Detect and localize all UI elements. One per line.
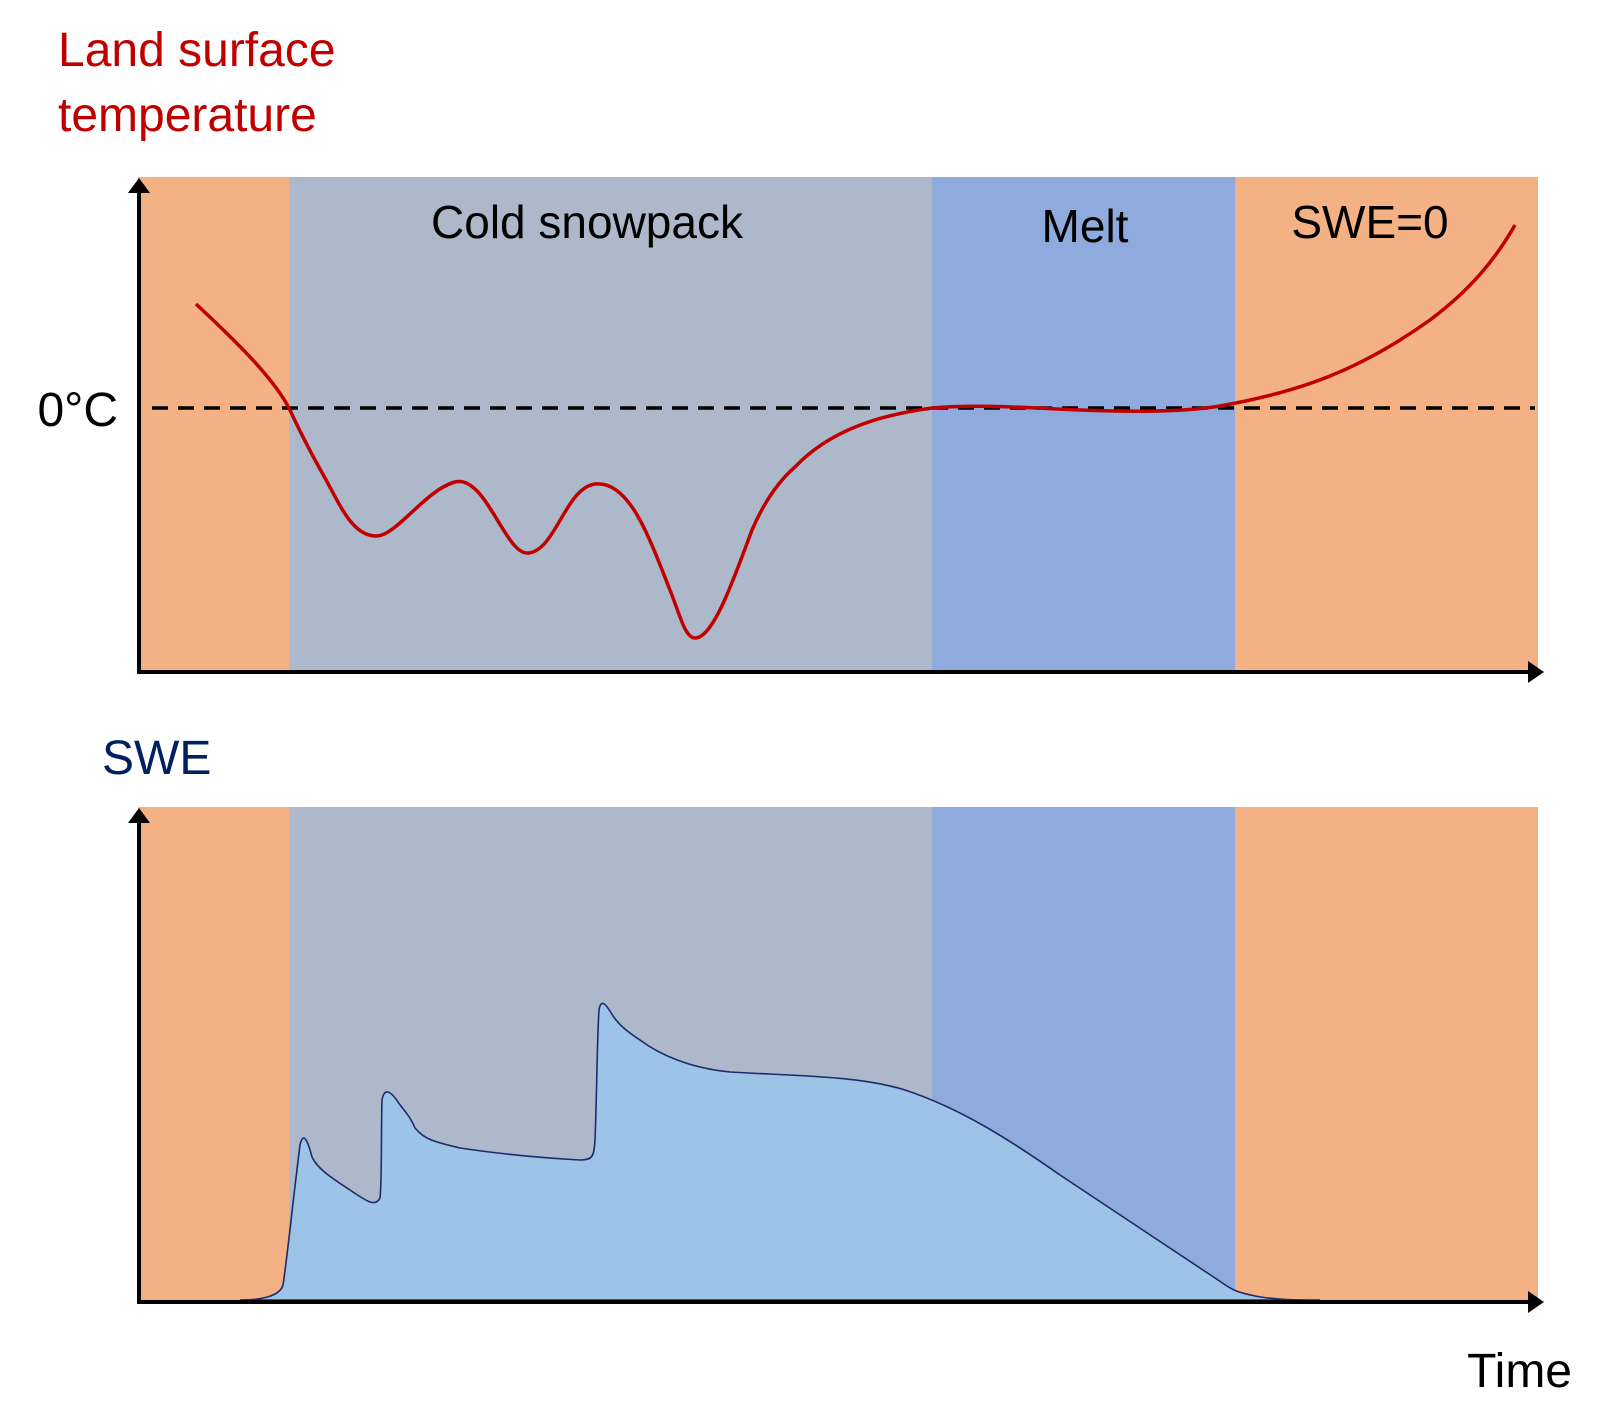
- temperature-panel: Cold snowpack Melt SWE=0 0°C: [37, 177, 1544, 683]
- swe-phase-band-snow-free-early: [138, 807, 289, 1304]
- swe-axis-title: SWE: [102, 732, 211, 785]
- temperature-axis-title-line2: temperature: [58, 89, 317, 142]
- phase-label-swe-zero: SWE=0: [1291, 196, 1448, 248]
- temperature-y-axis-arrow-icon: [128, 178, 150, 193]
- phase-band-melt: [932, 177, 1235, 673]
- time-axis-title: Time: [1467, 1345, 1572, 1398]
- phase-band-snow-free-early: [138, 177, 289, 673]
- swe-phase-band-swe-zero: [1235, 807, 1538, 1304]
- phase-band-cold-snowpack: [289, 177, 932, 673]
- phase-label-melt: Melt: [1042, 200, 1129, 252]
- phase-band-swe-zero: [1235, 177, 1538, 673]
- swe-x-axis-arrow-icon: [1528, 1291, 1544, 1313]
- temperature-axis-title-line1: Land surface: [58, 24, 336, 77]
- phase-label-cold-snowpack: Cold snowpack: [431, 196, 744, 248]
- swe-panel: [128, 807, 1544, 1313]
- swe-y-axis-arrow-icon: [128, 808, 150, 823]
- temperature-curve: [194, 224, 1517, 640]
- zero-degree-label: 0°C: [37, 384, 118, 437]
- swe-area: [239, 1002, 1321, 1301]
- temperature-x-axis-arrow-icon: [1528, 661, 1544, 683]
